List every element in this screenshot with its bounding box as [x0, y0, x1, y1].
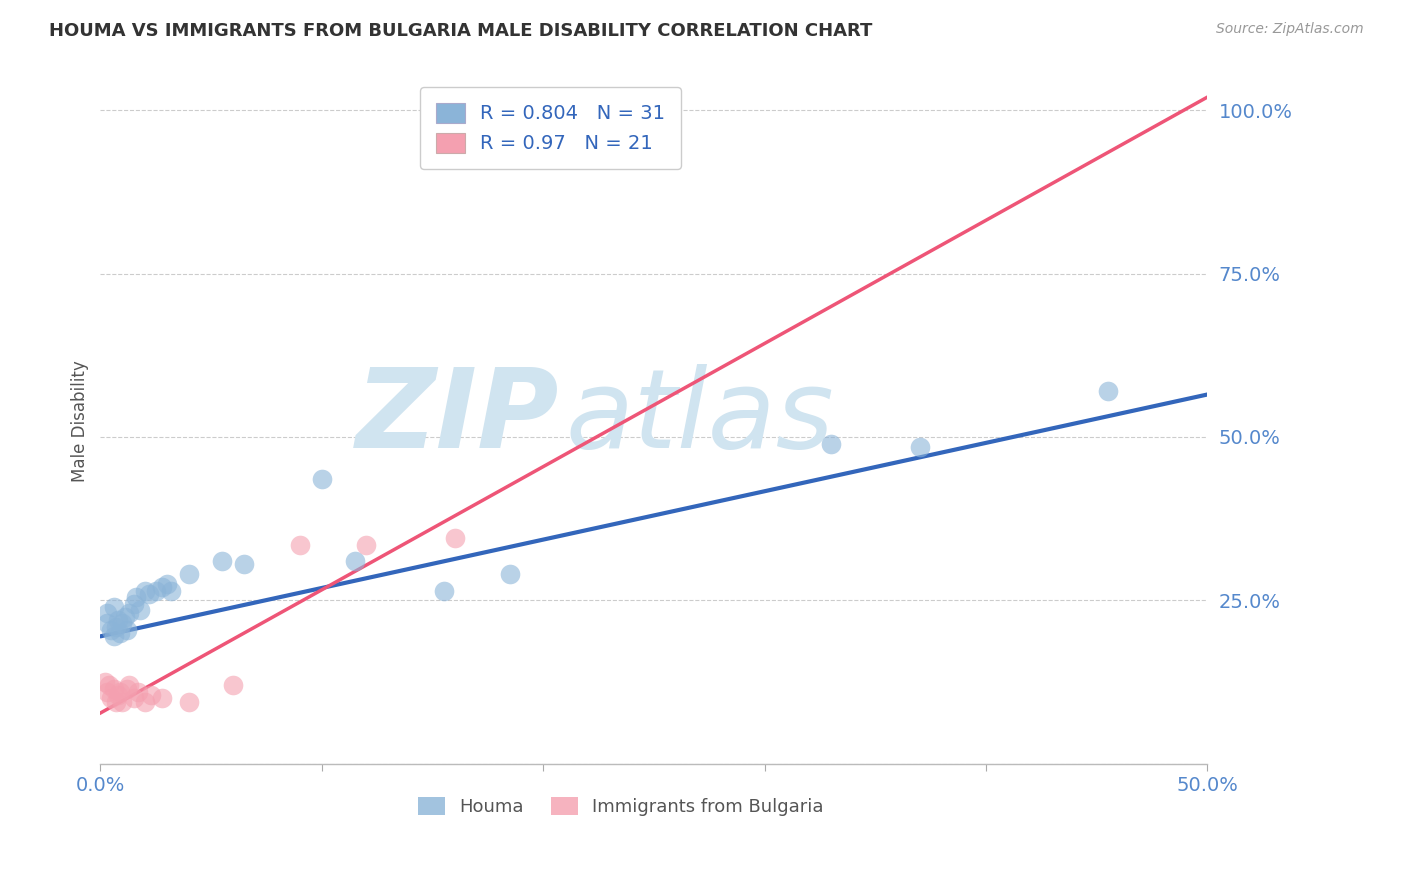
Point	[1097, 384, 1119, 399]
Point	[96, 607, 118, 621]
Point	[354, 538, 377, 552]
Point	[111, 616, 134, 631]
Point	[115, 681, 138, 696]
Point	[432, 583, 454, 598]
Point	[311, 473, 333, 487]
Point	[129, 603, 152, 617]
Point	[100, 691, 122, 706]
Point	[820, 436, 842, 450]
Point	[150, 691, 173, 706]
Point	[107, 688, 129, 702]
Point	[134, 583, 156, 598]
Point	[443, 531, 465, 545]
Point	[233, 558, 256, 572]
Point	[103, 681, 125, 696]
Point	[288, 538, 311, 552]
Point	[145, 583, 167, 598]
Point	[114, 609, 136, 624]
Point	[125, 590, 148, 604]
Point	[107, 613, 129, 627]
Point	[118, 678, 141, 692]
Point	[110, 626, 132, 640]
Point	[104, 695, 127, 709]
Point	[103, 629, 125, 643]
Y-axis label: Male Disability: Male Disability	[72, 359, 89, 482]
Point	[98, 678, 121, 692]
Point	[122, 691, 145, 706]
Text: HOUMA VS IMMIGRANTS FROM BULGARIA MALE DISABILITY CORRELATION CHART: HOUMA VS IMMIGRANTS FROM BULGARIA MALE D…	[49, 22, 873, 40]
Point	[122, 597, 145, 611]
Point	[160, 583, 183, 598]
Point	[177, 567, 200, 582]
Legend: Houma, Immigrants from Bulgaria: Houma, Immigrants from Bulgaria	[411, 789, 831, 823]
Point	[150, 580, 173, 594]
Point	[156, 577, 179, 591]
Point	[222, 678, 245, 692]
Point	[111, 695, 134, 709]
Point	[96, 616, 118, 631]
Point	[908, 440, 931, 454]
Point	[211, 554, 233, 568]
Point	[118, 607, 141, 621]
Text: atlas: atlas	[565, 364, 834, 471]
Point	[103, 599, 125, 614]
Point	[499, 567, 522, 582]
Text: ZIP: ZIP	[356, 364, 560, 471]
Point	[138, 587, 160, 601]
Point	[343, 554, 366, 568]
Point	[96, 685, 118, 699]
Point	[134, 695, 156, 709]
Point	[141, 688, 163, 702]
Point	[110, 685, 132, 699]
Point	[177, 695, 200, 709]
Point	[115, 623, 138, 637]
Point	[127, 685, 149, 699]
Text: Source: ZipAtlas.com: Source: ZipAtlas.com	[1216, 22, 1364, 37]
Point	[94, 675, 117, 690]
Point	[100, 623, 122, 637]
Point	[104, 619, 127, 633]
